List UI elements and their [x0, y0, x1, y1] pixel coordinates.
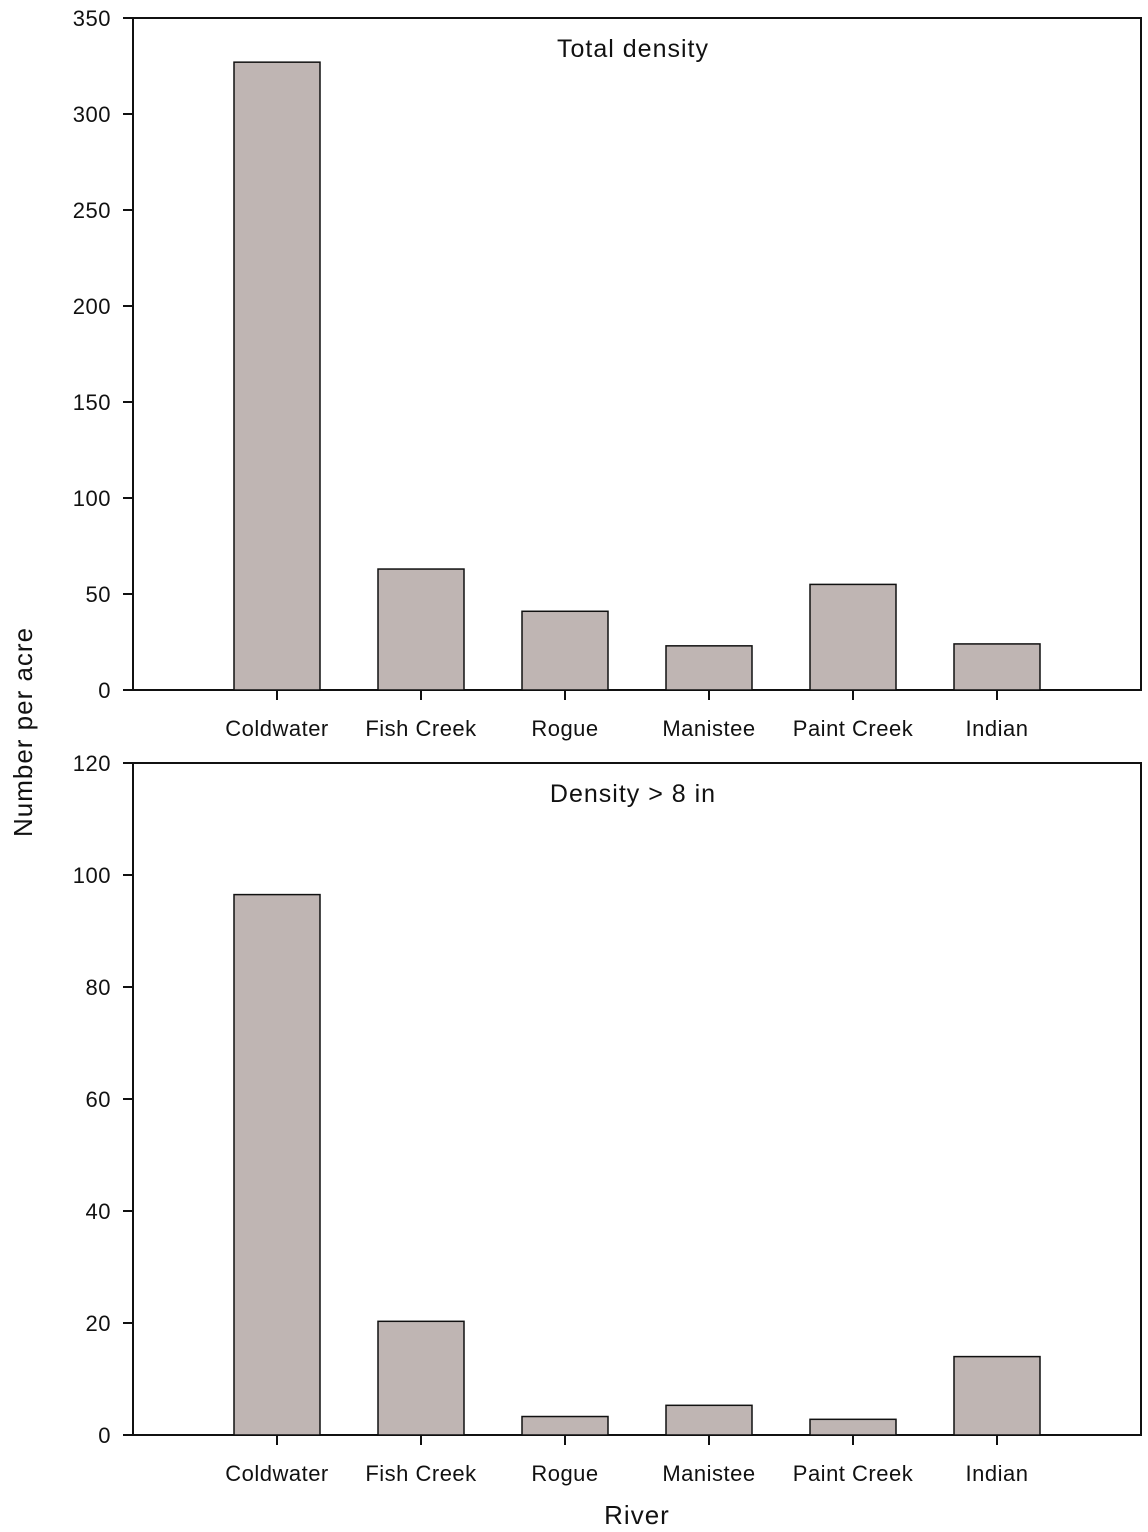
bar-fish-creek [377, 568, 465, 691]
x-tick-label: Fish Creek [365, 1461, 477, 1486]
y-tick-label: 80 [86, 975, 111, 1000]
y-tick-label: 20 [86, 1311, 111, 1336]
y-tick-label: 40 [86, 1199, 111, 1224]
y-tick-label: 120 [73, 751, 111, 776]
x-tick-label: Indian [966, 1461, 1029, 1486]
y-tick-label: 0 [98, 1423, 111, 1448]
y-tick-label: 200 [73, 294, 111, 319]
x-tick-label: Indian [966, 716, 1029, 741]
y-axis-title: Number per acre [8, 627, 38, 837]
x-tick-label: Coldwater [225, 716, 329, 741]
bar-manistee [665, 645, 753, 691]
bar-rogue [521, 1415, 609, 1436]
x-tick-label: Paint Creek [793, 716, 914, 741]
bar-manistee [665, 1404, 753, 1436]
chart-title: Total density [557, 35, 709, 63]
y-tick-label: 150 [73, 390, 111, 415]
bar-paint-creek [809, 1418, 897, 1436]
y-tick-label: 50 [86, 582, 111, 607]
bar-coldwater [233, 893, 321, 1436]
x-tick-label: Rogue [531, 716, 598, 741]
y-tick-label: 100 [73, 863, 111, 888]
y-tick-label: 300 [73, 102, 111, 127]
bar-indian [953, 1355, 1041, 1436]
bar-fish-creek [377, 1320, 465, 1436]
y-tick-label: 100 [73, 486, 111, 511]
x-tick-label: Manistee [662, 716, 755, 741]
x-tick-label: Rogue [531, 1461, 598, 1486]
panel-density-over-8in: Density > 8 in 0 20 40 60 80 100 120 Coldwater Fi… [73, 751, 1142, 1486]
bar-coldwater [233, 61, 321, 691]
y-tick-label: 0 [98, 678, 111, 703]
x-tick-label: Fish Creek [365, 716, 477, 741]
x-tick-label: Manistee [662, 1461, 755, 1486]
x-tick-label: Coldwater [225, 1461, 329, 1486]
bar-paint-creek [809, 583, 897, 691]
y-tick-label: 250 [73, 198, 111, 223]
bar-indian [953, 643, 1041, 691]
chart-title: Density > 8 in [550, 780, 716, 808]
y-tick-label: 350 [73, 6, 111, 31]
panel-total-density: Total density 0 50 100 150 200 250 300 350 Coldwa… [73, 6, 1142, 741]
y-tick-label: 60 [86, 1087, 111, 1112]
x-tick-label: Paint Creek [793, 1461, 914, 1486]
bar-rogue [521, 610, 609, 691]
x-axis-title: River [604, 1500, 670, 1530]
plot-frame [132, 17, 1142, 691]
